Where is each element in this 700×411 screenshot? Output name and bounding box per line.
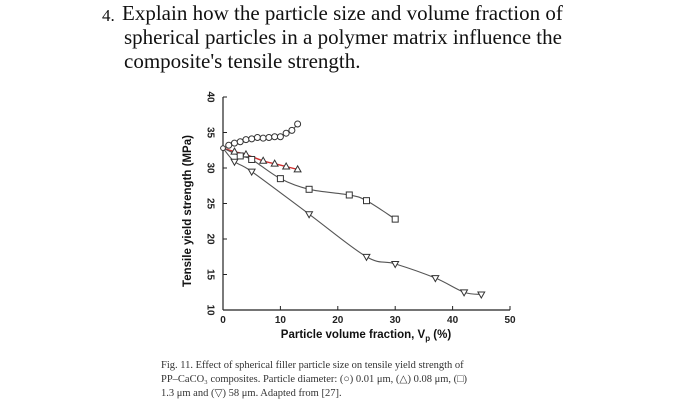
data-point-inverted-triangle <box>362 253 371 262</box>
data-point-circle <box>259 134 267 142</box>
x-tick-label: 50 <box>504 315 516 326</box>
data-point-circle <box>294 120 302 128</box>
data-point-inverted-triangle <box>230 158 239 167</box>
caption-line-1: Fig. 11. Effect of spherical filler part… <box>161 360 464 371</box>
data-point-square <box>391 215 399 223</box>
data-point-triangle <box>281 161 291 170</box>
y-tick-label: 20 <box>205 233 216 245</box>
question-line-1: Explain how the particle size and volume… <box>122 1 563 25</box>
y-tick-label: 15 <box>205 269 216 281</box>
y-tick-label: 30 <box>205 162 216 174</box>
chart-markers <box>220 120 486 299</box>
y-tick-label: 25 <box>205 198 216 210</box>
data-point-square <box>305 185 313 193</box>
x-tick-label: 20 <box>332 315 344 326</box>
data-point-square <box>236 152 244 160</box>
caption-line-3: 1.3 μm and (▽) 58 μm. Adapted from [27]. <box>161 388 342 399</box>
x-axis-title-main: Particle volume fraction, V <box>281 329 426 341</box>
data-point-circle <box>248 135 256 143</box>
tensile-strength-chart: 10 15 20 25 30 35 40 0 10 20 30 40 50 Tensile yield … <box>182 91 516 343</box>
data-point-square <box>363 197 370 205</box>
data-point-triangle <box>270 159 279 167</box>
data-point-triangle <box>230 147 239 155</box>
data-point-circle <box>230 139 238 147</box>
y-tick-label: 35 <box>205 127 216 139</box>
y-axis-title: Tensile yield strength (MPa) <box>182 135 194 287</box>
caption-line-2: PP–CaCO₃ composites. Particle diameter: … <box>161 374 468 385</box>
data-point-triangle <box>241 149 251 158</box>
data-point-circle <box>225 141 233 149</box>
x-axis-title-subscript: p <box>425 334 430 343</box>
question-block: 4. Explain how the particle size and vol… <box>0 0 700 80</box>
x-tick-label: 0 <box>220 315 226 326</box>
data-point-square <box>345 191 353 199</box>
x-axis-title-unit: (%) <box>430 329 451 341</box>
data-point-inverted-triangle <box>304 211 314 219</box>
y-tick-label: 10 <box>205 304 216 316</box>
data-point-square <box>248 155 256 163</box>
question-line-3: composite's tensile strength. <box>124 49 361 73</box>
x-axis-title: Particle volume fraction, Vp (%) <box>281 329 452 343</box>
data-point-circle <box>265 133 273 141</box>
data-point-origin <box>220 145 226 152</box>
data-point-inverted-triangle <box>459 289 469 297</box>
data-point-inverted-triangle <box>431 275 440 283</box>
x-tick-label: 40 <box>447 315 459 326</box>
data-point-triangle <box>258 156 268 164</box>
y-tick-label: 40 <box>205 91 216 103</box>
data-point-triangle <box>293 164 302 173</box>
data-point-circle <box>253 133 261 141</box>
data-point-circle <box>236 138 244 146</box>
data-point-inverted-triangle <box>390 260 400 269</box>
data-point-circle <box>276 133 284 141</box>
question-line-2: spherical particles in a polymer matrix … <box>124 25 562 49</box>
x-tick-label: 10 <box>275 315 287 326</box>
chart-curves <box>222 123 482 295</box>
chart-axes: 10 15 20 25 30 35 40 0 10 20 30 40 50 <box>205 91 516 326</box>
data-point-inverted-triangle <box>477 291 486 299</box>
x-tick-label: 30 <box>390 315 402 326</box>
data-point-circle <box>282 129 290 137</box>
data-point-square <box>276 175 284 183</box>
data-point-circle <box>271 133 279 141</box>
data-point-circle <box>242 136 250 144</box>
data-point-circle <box>288 126 296 134</box>
data-point-inverted-triangle <box>247 168 256 177</box>
question-number: 4. <box>102 6 115 25</box>
figure-caption: Fig. 11. Effect of spherical filler part… <box>161 359 561 401</box>
series-curve-inverted-triangle <box>222 147 482 295</box>
